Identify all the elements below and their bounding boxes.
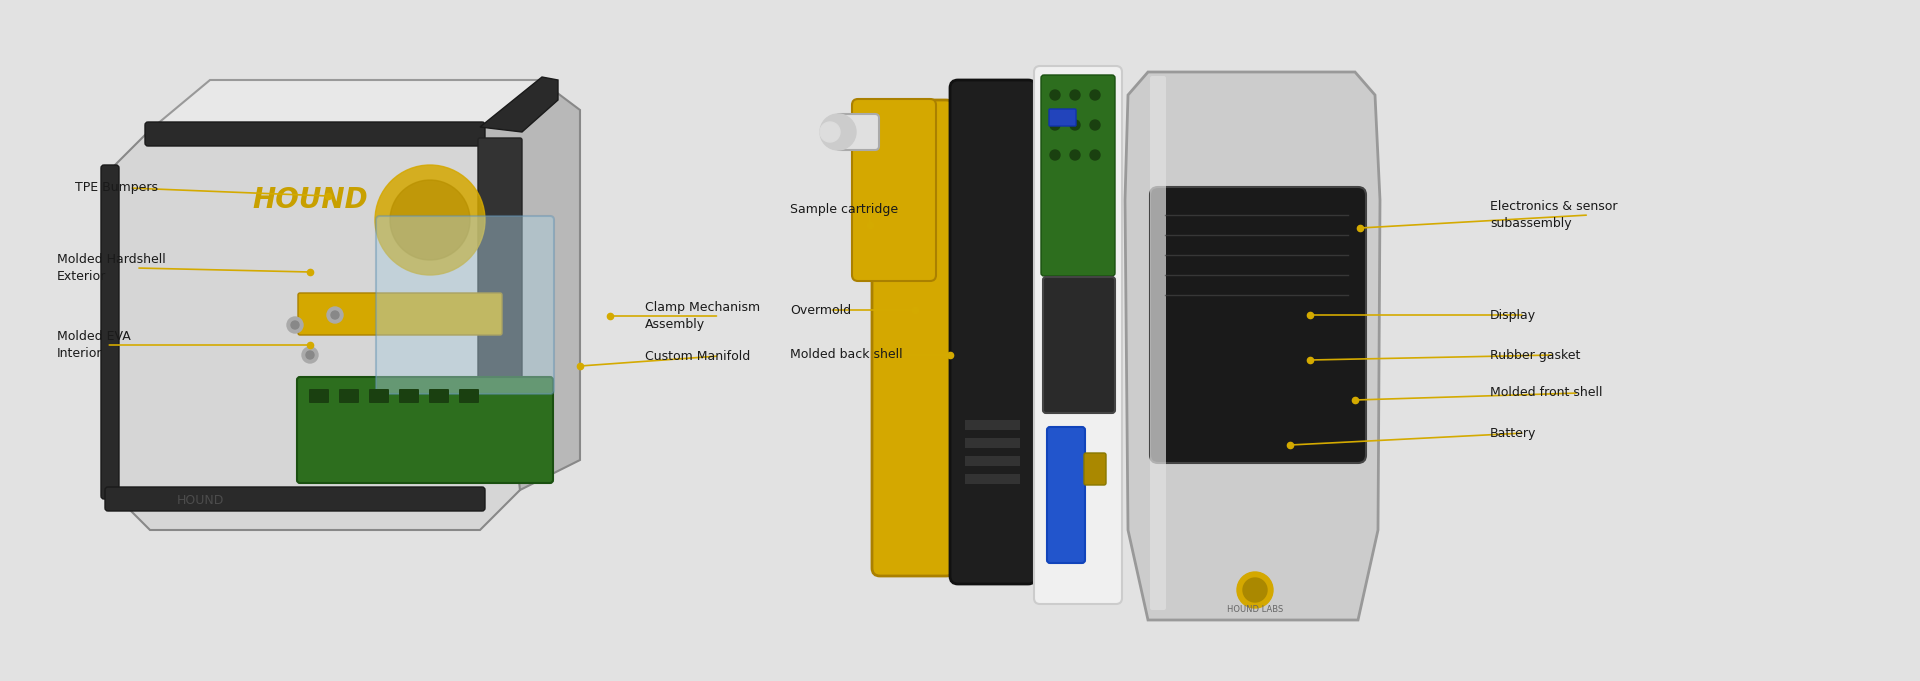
FancyBboxPatch shape (478, 138, 522, 432)
FancyBboxPatch shape (1085, 453, 1106, 485)
FancyBboxPatch shape (298, 293, 501, 335)
Circle shape (286, 317, 303, 333)
Circle shape (1069, 150, 1079, 160)
Text: Molded Hardshell
Exterior: Molded Hardshell Exterior (58, 253, 165, 283)
Text: Molded EVA
Interior: Molded EVA Interior (58, 330, 131, 360)
FancyBboxPatch shape (1046, 427, 1085, 563)
FancyBboxPatch shape (369, 389, 390, 403)
FancyBboxPatch shape (1150, 187, 1365, 463)
FancyBboxPatch shape (966, 438, 1020, 448)
Circle shape (820, 114, 856, 150)
Text: Custom Manifold: Custom Manifold (645, 349, 751, 362)
Text: TPE Bumpers: TPE Bumpers (75, 182, 157, 195)
FancyBboxPatch shape (872, 100, 954, 576)
FancyBboxPatch shape (376, 216, 555, 394)
Circle shape (1069, 120, 1079, 130)
FancyBboxPatch shape (1035, 66, 1121, 604)
FancyBboxPatch shape (966, 474, 1020, 484)
Circle shape (301, 347, 319, 363)
FancyBboxPatch shape (106, 487, 486, 511)
Polygon shape (109, 130, 520, 530)
Circle shape (1069, 90, 1079, 100)
FancyBboxPatch shape (459, 389, 478, 403)
FancyBboxPatch shape (146, 122, 486, 146)
Circle shape (1050, 120, 1060, 130)
FancyBboxPatch shape (835, 114, 879, 150)
Text: Molded back shell: Molded back shell (789, 349, 902, 362)
FancyBboxPatch shape (340, 389, 359, 403)
Text: Molded front shell: Molded front shell (1490, 387, 1603, 400)
FancyBboxPatch shape (399, 389, 419, 403)
FancyBboxPatch shape (1048, 109, 1075, 126)
Circle shape (1242, 578, 1267, 602)
Circle shape (1091, 120, 1100, 130)
FancyBboxPatch shape (309, 389, 328, 403)
FancyBboxPatch shape (852, 99, 937, 281)
FancyBboxPatch shape (298, 377, 553, 483)
Text: HOUND LABS: HOUND LABS (1227, 605, 1283, 614)
Text: Sample cartridge: Sample cartridge (789, 204, 899, 217)
FancyBboxPatch shape (1043, 277, 1116, 413)
Polygon shape (1125, 72, 1380, 620)
Text: Overmold: Overmold (789, 304, 851, 317)
Polygon shape (480, 77, 559, 132)
Text: Clamp Mechanism
Assembly: Clamp Mechanism Assembly (645, 301, 760, 331)
Circle shape (1091, 90, 1100, 100)
Circle shape (1050, 150, 1060, 160)
FancyBboxPatch shape (966, 420, 1020, 430)
Circle shape (374, 165, 486, 275)
Circle shape (1236, 572, 1273, 608)
FancyBboxPatch shape (428, 389, 449, 403)
Text: HOUND: HOUND (252, 186, 369, 214)
Circle shape (330, 311, 340, 319)
Text: Rubber gasket: Rubber gasket (1490, 349, 1580, 362)
Text: Battery: Battery (1490, 426, 1536, 439)
Polygon shape (150, 80, 540, 130)
Circle shape (292, 321, 300, 329)
Text: HOUND: HOUND (177, 494, 225, 507)
Circle shape (820, 122, 841, 142)
FancyBboxPatch shape (966, 456, 1020, 466)
Circle shape (1050, 90, 1060, 100)
FancyBboxPatch shape (1041, 75, 1116, 276)
Text: Electronics & sensor
subassembly: Electronics & sensor subassembly (1490, 200, 1617, 229)
FancyBboxPatch shape (102, 165, 119, 499)
Circle shape (326, 307, 344, 323)
Text: Display: Display (1490, 308, 1536, 321)
Polygon shape (480, 80, 580, 490)
FancyBboxPatch shape (1150, 76, 1165, 610)
Circle shape (390, 180, 470, 260)
Circle shape (305, 351, 315, 359)
FancyBboxPatch shape (950, 80, 1037, 584)
Circle shape (1091, 150, 1100, 160)
